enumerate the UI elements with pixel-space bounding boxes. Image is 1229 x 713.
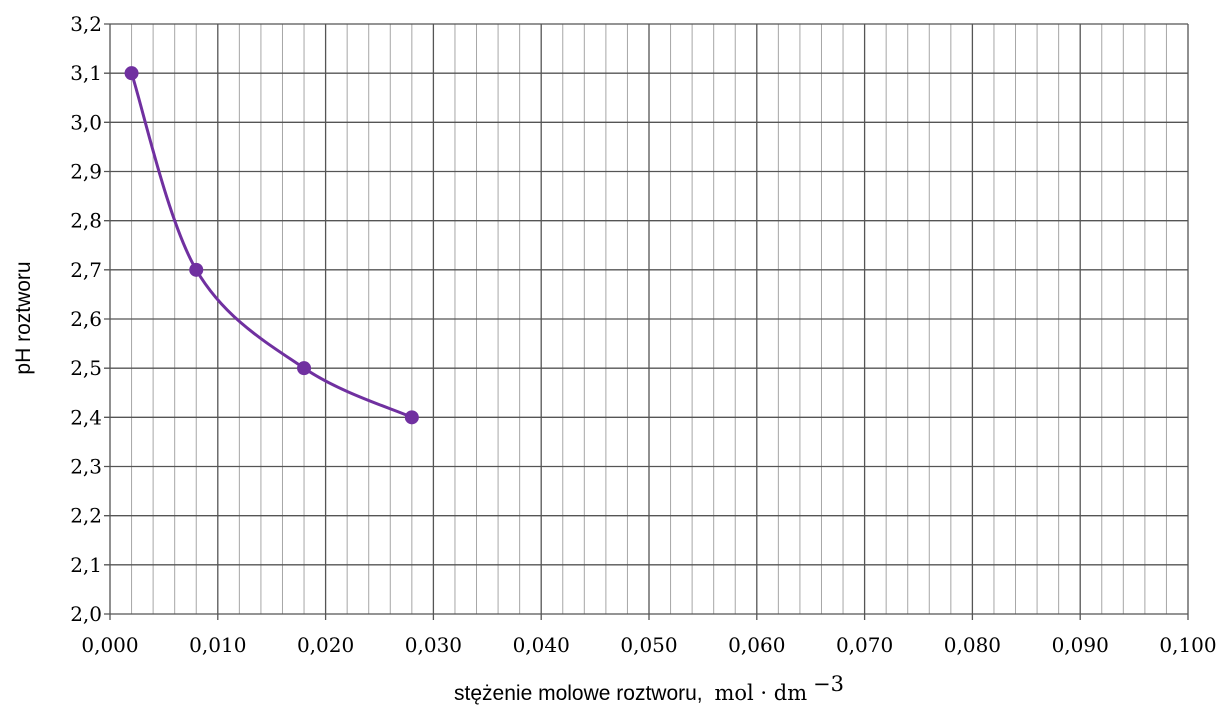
x-tick-label: 0,040 xyxy=(513,633,570,657)
x-axis-tick-labels: 0,000 0,010 0,020 0,030 0,040 0,050 0,060 0,070… xyxy=(81,633,1216,657)
x-tick-label: 0,100 xyxy=(1159,633,1216,657)
x-axis-title-text: stężenie molowe roztworu, xyxy=(454,682,703,705)
major-gridlines xyxy=(104,23,1189,620)
y-axis-title: pH roztworu xyxy=(12,261,35,374)
data-point xyxy=(404,410,419,425)
x-axis-title: stężenie molowe roztworu, mol · dm −3 xyxy=(454,672,844,705)
x-tick-label: 0,020 xyxy=(297,633,354,657)
x-tick-label: 0,030 xyxy=(405,633,462,657)
y-tick-label: 2,4 xyxy=(70,405,102,429)
y-tick-label: 2,0 xyxy=(70,602,102,626)
data-series xyxy=(124,66,419,425)
x-tick-label: 0,010 xyxy=(189,633,246,657)
x-tick-label: 0,090 xyxy=(1052,633,1109,657)
y-tick-label: 3,0 xyxy=(70,110,102,134)
y-tick-label: 2,7 xyxy=(70,258,102,282)
y-tick-label: 2,8 xyxy=(70,209,102,233)
data-point xyxy=(124,66,139,81)
x-axis-title-unit: mol · dm xyxy=(714,681,807,705)
x-tick-label: 0,060 xyxy=(728,633,785,657)
y-tick-label: 3,1 xyxy=(70,61,102,85)
x-tick-label: 0,000 xyxy=(81,633,138,657)
data-point xyxy=(297,361,312,376)
y-tick-label: 2,6 xyxy=(70,307,102,331)
y-tick-label: 2,1 xyxy=(70,553,102,577)
y-tick-label: 3,2 xyxy=(70,12,102,36)
data-point xyxy=(189,262,204,277)
y-tick-label: 2,9 xyxy=(70,160,102,184)
y-axis-tick-labels: 2,0 2,1 2,2 2,3 2,4 2,5 2,6 2,7 2,8 2,9 3,0 3,1 3,2 xyxy=(70,12,102,626)
x-axis-title-unit-exponent: −3 xyxy=(813,672,844,696)
series-line xyxy=(130,72,413,419)
x-tick-label: 0,050 xyxy=(620,633,677,657)
y-tick-label: 2,3 xyxy=(70,455,102,479)
y-tick-label: 2,2 xyxy=(70,504,102,528)
x-tick-label: 0,070 xyxy=(836,633,893,657)
y-tick-label: 2,5 xyxy=(70,356,102,380)
x-tick-label: 0,080 xyxy=(944,633,1001,657)
